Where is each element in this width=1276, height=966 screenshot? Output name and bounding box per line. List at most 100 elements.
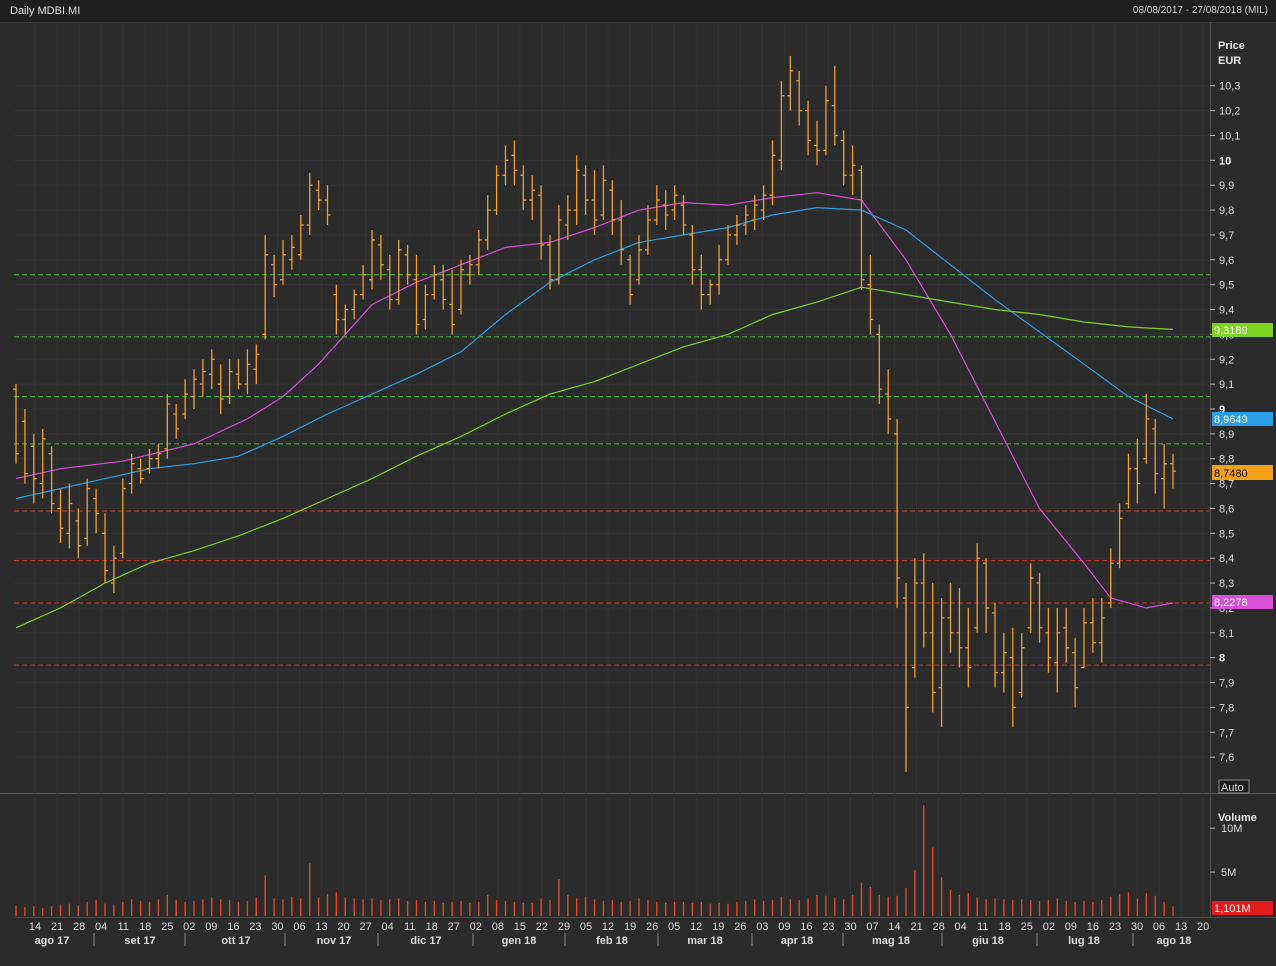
day-label: 28: [73, 921, 85, 933]
day-label: 19: [712, 921, 724, 933]
month-label: nov 17: [317, 935, 352, 947]
ohlc-bar: [30, 433, 37, 504]
ohlc-bar: [253, 344, 260, 385]
ohlc-bar: [591, 170, 598, 235]
ma-green-tag-value: 9,3189: [1214, 325, 1248, 337]
day-label: 11: [404, 921, 415, 933]
ohlc-bar: [66, 483, 73, 549]
title-bar: Daily MDBI.MI 08/08/2017 - 27/08/2018 (M…: [0, 0, 1276, 23]
ohlc-bar: [57, 488, 64, 544]
day-label: 05: [668, 921, 680, 933]
ohlc-bar: [1089, 597, 1096, 653]
ma-magenta-tag-bg: [1212, 595, 1273, 609]
ohlc-bar: [769, 140, 776, 206]
ma-blue-tag: 8,9649: [1212, 412, 1273, 426]
ohlc-bar: [796, 70, 803, 126]
ohlc-bar: [333, 284, 340, 335]
ohlc-bar: [1152, 418, 1159, 494]
price-axis-unit: EUR: [1218, 55, 1241, 67]
ohlc-bar: [93, 488, 100, 534]
ohlc-bar: [449, 269, 456, 335]
ohlc-bar: [814, 120, 820, 166]
ohlc-bar: [974, 543, 981, 633]
ohlc-bar: [1143, 394, 1150, 464]
moving-averages: [15, 192, 1174, 629]
price-tick-label: 8,1: [1219, 628, 1234, 640]
ohlc-bar: [1036, 573, 1043, 643]
ohlc-bar: [1116, 503, 1123, 569]
ohlc-bar: [903, 583, 909, 773]
price-panel[interactable]: [14, 24, 1210, 792]
day-label: 28: [933, 921, 945, 933]
horizontal-levels: [14, 274, 1210, 666]
day-label: 20: [337, 921, 349, 933]
ohlc-bar: [938, 597, 945, 728]
ohlc-bar: [911, 558, 918, 678]
month-label: gen 18: [502, 935, 537, 947]
day-label: 19: [624, 921, 636, 933]
ohlc-bar: [894, 418, 901, 608]
ohlc-bar: [983, 558, 990, 633]
ohlc-bar: [1081, 607, 1087, 669]
ohlc-bar: [164, 394, 171, 459]
month-label: apr 18: [781, 935, 813, 947]
ohlc-bar: [787, 55, 794, 111]
price-tick-label: 8,9: [1219, 429, 1234, 441]
ohlc-bar: [849, 145, 856, 196]
ohlc-bar: [413, 254, 420, 335]
ohlc-bar: [609, 180, 616, 235]
ohlc-bar: [280, 239, 286, 285]
price-tick-label: 9,9: [1219, 180, 1234, 192]
ohlc-bar: [119, 478, 126, 559]
auto-scale-button[interactable]: Auto: [1218, 779, 1250, 794]
day-label: 09: [778, 921, 790, 933]
ohlc-bar: [1134, 438, 1141, 504]
ohlc-bar: [920, 553, 927, 648]
time-axis: 14 21 28 04 11 18 25 02 09 16 23 30 06 13 20 27 04 11 18 27…: [29, 921, 1209, 947]
price-bars: [13, 55, 1176, 773]
price-tick-label: 10,2: [1219, 106, 1240, 118]
ohlc-bar: [671, 185, 678, 221]
ohlc-bar: [680, 195, 687, 235]
day-label: 14: [888, 921, 900, 933]
ohlc-bar: [698, 254, 705, 310]
ohlc-bar: [342, 304, 349, 335]
ohlc-bar: [1009, 627, 1016, 728]
ohlc-bar: [458, 259, 464, 315]
day-label: 02: [183, 921, 195, 933]
ohlc-bar: [653, 185, 660, 225]
ohlc-bar: [636, 234, 642, 285]
ohlc-bar: [555, 205, 562, 285]
ohlc-bar: [208, 349, 215, 390]
auto-scale-frame[interactable]: [1218, 779, 1250, 794]
day-label: 27: [359, 921, 371, 933]
ohlc-bar: [422, 284, 429, 330]
price-tick-label: 9,5: [1219, 280, 1234, 292]
volume-last-tag-value: 1,101M: [1214, 903, 1251, 915]
auto-scale-label[interactable]: Auto: [1221, 782, 1244, 794]
day-label: 14: [29, 921, 41, 933]
volume-tick-label: 5M: [1221, 867, 1236, 879]
ohlc-bar: [992, 602, 998, 688]
price-tick-label: 7,8: [1219, 702, 1234, 714]
ohlc-bar: [885, 369, 892, 434]
ma-line-green: [15, 286, 1174, 629]
ohlc-bar: [1000, 632, 1007, 693]
ohlc-bar: [511, 140, 518, 186]
volume-panel[interactable]: [14, 795, 1210, 917]
price-tick-label: 8: [1219, 653, 1225, 665]
ohlc-bar: [840, 130, 847, 186]
ohlc-bar: [502, 145, 509, 186]
ma-blue-tag-bg: [1212, 412, 1273, 426]
ohlc-bar: [742, 205, 749, 235]
ohlc-bar: [369, 229, 375, 290]
ohlc-bar: [831, 65, 838, 146]
ohlc-bar: [395, 239, 402, 305]
price-tick-label: 9,7: [1219, 230, 1234, 242]
month-label: ago 18: [1157, 935, 1192, 947]
ohlc-bar: [618, 200, 625, 265]
ohlc-bar: [48, 446, 55, 514]
ohlc-bar: [947, 583, 954, 653]
ohlc-bar: [1027, 563, 1034, 633]
